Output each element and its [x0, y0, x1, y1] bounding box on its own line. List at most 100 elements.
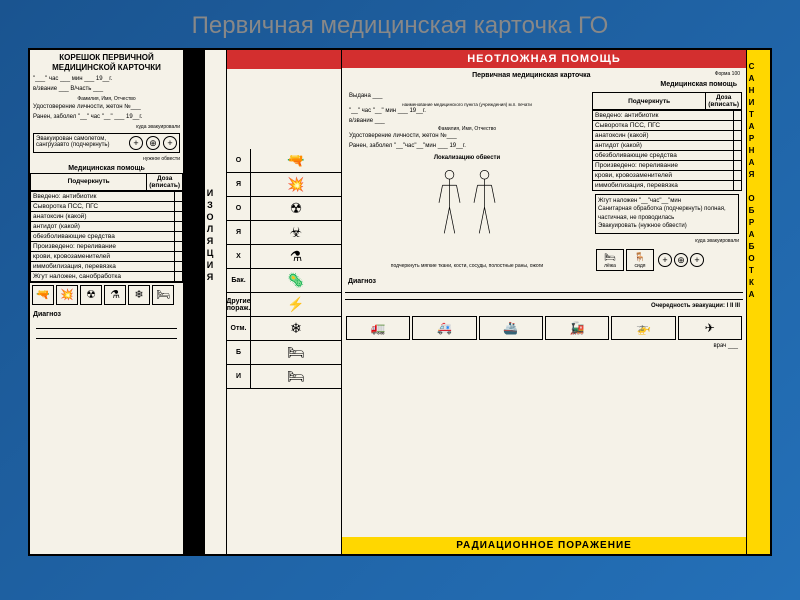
dmg-label: Я	[227, 221, 251, 244]
table-row: крови, кровозаменителей	[593, 171, 734, 181]
line	[345, 288, 743, 293]
table-row: обезболивающие средства	[593, 151, 734, 161]
damage-row: О☢	[227, 197, 341, 221]
sanit-note: Санитарная обработка (подчеркнуть) полна…	[598, 205, 736, 222]
dmg-label: Отм.	[227, 317, 251, 340]
isolation-strip: ИЗОЛЯЦИЯ	[205, 50, 227, 554]
stub-column: КОРЕШОК ПЕРВИЧНОЙ МЕДИЦИНСКОЙ КАРТОЧКИ "…	[30, 50, 185, 554]
main-diag: Диагноз	[345, 277, 743, 286]
tourniquet-box: Жгут наложен "__"час"__"мин Санитарная о…	[595, 194, 739, 234]
plus-icon: +	[163, 136, 177, 150]
sanit-label: САНИТАРНАЯ ОБРАБОТКА	[747, 50, 756, 314]
form-no: Форма 100	[715, 71, 740, 80]
evac-where: куда эвакуировали	[592, 237, 742, 246]
heli-icon: 🚁	[611, 316, 675, 340]
dmg-icon: 🛏	[251, 368, 341, 385]
damage-rows: О🔫Я💥О☢Я☣Х⚗Бак.🦠Другие пораж.⚡Отм.❄Б🛏И🛏	[227, 149, 341, 389]
sitting-icon: 🪑сидя	[626, 249, 654, 271]
frost-icon: ❄	[128, 285, 150, 305]
stub-injury-icons: 🔫 💥 ☢ ⚗ ❄ 🛏	[30, 282, 183, 307]
body-diagram: Локализацию обвести подчеркнуть мягкие т…	[346, 152, 588, 271]
table-row: Произведено: переливание	[31, 241, 175, 251]
ambulance-icon: 🚑	[412, 316, 476, 340]
main-wounded: Ранен, заболел "__"час"__"мин ___ 19__г.	[346, 142, 588, 152]
position-icons: 🛏лёжа 🪑сидя	[594, 247, 656, 273]
evac-text: Эвакуирован самолетом, сангрузавто (подч…	[36, 136, 127, 150]
damage-row: Бак.🦠	[227, 269, 341, 293]
rad-icon: ☢	[80, 285, 102, 305]
table-row: Сыворотка ПСС, ПГС	[593, 121, 734, 131]
dmg-icon: ☣	[251, 224, 341, 241]
main-time: "__" час "__" мин ___ 19__г.	[346, 107, 588, 117]
diag-line	[36, 323, 177, 329]
table-row: антидот (какой)	[593, 141, 734, 151]
main-id: Удостоверение личности, жетон №___	[346, 132, 588, 142]
evac-note: Эвакуировать (нужное обвести)	[598, 222, 736, 230]
damage-row: Отм.❄	[227, 317, 341, 341]
damage-row: Я💥	[227, 173, 341, 197]
human-body-icon	[432, 164, 502, 259]
truck-icon: 🚛	[346, 316, 410, 340]
circ-icon: +	[658, 253, 672, 267]
stub-time: "___" час ___ мин ___ 19__г.	[30, 75, 183, 85]
dmg-label: Другие пораж.	[227, 293, 251, 316]
damage-row: О🔫	[227, 149, 341, 173]
black-strip	[185, 50, 205, 554]
ship-icon: 🚢	[479, 316, 543, 340]
evac-where-label: куда эвакуировали	[30, 123, 183, 132]
urgent-bar: НЕОТЛОЖНАЯ ПОМОЩЬ	[342, 50, 746, 68]
main-med-table: ПодчеркнутьДоза (вписать)	[592, 92, 742, 110]
transport-icons: 🚛 🚑 🚢 🚂 🚁 ✈	[342, 314, 746, 342]
blast-icon: 💥	[56, 285, 78, 305]
priority: Очередность эвакуации: I II III	[345, 302, 743, 312]
dmg-label: Б	[227, 341, 251, 364]
table-row: иммобилизация, перевязка	[31, 261, 175, 271]
stub-medhelp: Медицинская помощь	[30, 164, 183, 173]
dmg-label: О	[227, 149, 251, 172]
damage-row: И🛏	[227, 365, 341, 389]
stub-wounded: Ранен, заболел "__" час "__" ___ 19__г.	[30, 113, 183, 123]
tissue-note: подчеркнуть мягкие ткани, кости, сосуды,…	[348, 264, 586, 270]
mcol2: Доза (вписать)	[706, 93, 742, 110]
stub-id: Удостоверение личности, жетон №___	[30, 103, 183, 113]
dmg-label: О	[227, 197, 251, 220]
damage-row: Другие пораж.⚡	[227, 293, 341, 317]
dmg-icon: ☢	[251, 200, 341, 217]
chem-icon: ⚗	[104, 285, 126, 305]
main-column: НЕОТЛОЖНАЯ ПОМОЩЬ Первичная медицинская …	[342, 50, 746, 554]
plus-circle-icon: +	[129, 136, 143, 150]
radiation-bar: РАДИАЦИОННОЕ ПОРАЖЕНИЕ	[342, 537, 746, 554]
dmg-icon: 💥	[251, 176, 341, 193]
stub-rows: Введено: антибиотикСыворотка ПСС, ПГСана…	[30, 191, 183, 282]
isolation-label: ИЗОЛЯЦИЯ	[205, 180, 215, 292]
bed-icon: 🛏	[152, 285, 174, 305]
dmg-icon: ⚡	[251, 296, 341, 313]
tourniquet: Жгут наложен "__"час"__"мин	[598, 197, 736, 205]
dmg-label: Бак.	[227, 269, 251, 292]
sanit-strip: САНИТАРНАЯ ОБРАБОТКА	[746, 50, 770, 554]
dmg-icon: 🦠	[251, 272, 341, 289]
damage-row: Я☣	[227, 221, 341, 245]
table-row: обезболивающие средства	[31, 231, 175, 241]
table-row: Сыворотка ПСС, ПГС	[31, 201, 175, 211]
mcol1: Подчеркнуть	[593, 93, 706, 110]
plus-circle-icon: ⊕	[146, 136, 160, 150]
stub-diag: Диагноз	[30, 307, 183, 319]
stub-rank: в/звание ___ В/часть ___	[30, 85, 183, 95]
dmg-label: Я	[227, 173, 251, 196]
damage-row: Б🛏	[227, 341, 341, 365]
evac-icons: + ⊕ +	[129, 136, 177, 150]
gun-icon: 🔫	[32, 285, 54, 305]
dmg-icon: 🔫	[251, 152, 341, 169]
slide-title: Первичная медицинская карточка ГО	[0, 0, 800, 48]
table-row: иммобилизация, перевязка	[593, 181, 734, 191]
table-row: Введено: антибиотик	[31, 191, 175, 201]
col-dose: Доза (вписать)	[147, 173, 183, 190]
spacer	[227, 69, 341, 149]
train-icon: 🚂	[545, 316, 609, 340]
medical-card: КОРЕШОК ПЕРВИЧНОЙ МЕДИЦИНСКОЙ КАРТОЧКИ "…	[28, 48, 772, 556]
table-row: анатоксин (какой)	[593, 131, 734, 141]
table-row: Введено: антибиотик	[593, 111, 734, 121]
stub-fio: Фамилия, Имя, Отчество	[30, 95, 183, 104]
stub-med-table: ПодчеркнутьДоза (вписать)	[30, 173, 183, 191]
